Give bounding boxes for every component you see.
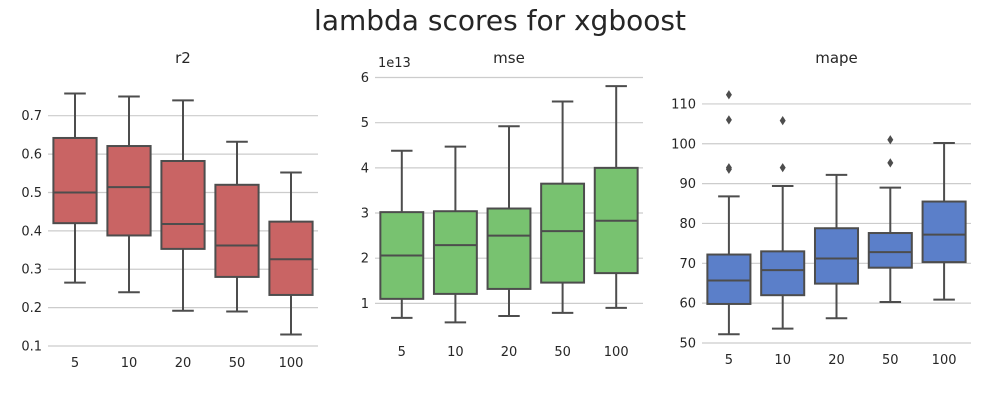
y-tick-label: 0.6: [21, 148, 42, 163]
y-tick-label: 0.1: [21, 340, 42, 355]
y-offset-label: 1e13: [378, 56, 411, 71]
box-5: [379, 149, 425, 319]
y-tick-label: 90: [679, 177, 696, 192]
iqr-box: [813, 227, 860, 285]
y-tick-label: 70: [679, 257, 696, 272]
iqr-box: [432, 210, 478, 295]
iqr-box: [106, 145, 152, 237]
panel-title: mse: [493, 49, 525, 67]
box-5: [52, 92, 98, 284]
y-tick-label: 80: [679, 217, 696, 232]
iqr-box: [486, 207, 532, 290]
x-tick-label: 10: [447, 345, 464, 360]
outlier-point: [725, 90, 732, 100]
x-tick-label: 50: [554, 345, 571, 360]
x-tick-label: 10: [121, 356, 138, 371]
iqr-box: [52, 136, 98, 225]
outlier-point: [779, 163, 786, 173]
panel-mse: mse 1e13 1 2 3 4 5 6 5 10 20 50 100: [361, 49, 643, 360]
x-tick-label: 50: [229, 356, 246, 371]
y-tick-label: 100: [671, 137, 696, 152]
outlier-point: [725, 163, 732, 173]
figure-title: lambda scores for xgboost: [314, 4, 686, 37]
panel-title: mape: [815, 49, 858, 67]
x-tick-label: 20: [501, 345, 518, 360]
y-tick-label: 4: [361, 161, 369, 176]
y-tick-label: 50: [679, 337, 696, 352]
y-tick-label: 0.3: [21, 263, 42, 278]
outlier-point: [779, 116, 786, 126]
x-tick-label: 100: [932, 353, 957, 368]
x-tick-label: 5: [398, 345, 406, 360]
x-tick-label: 20: [828, 353, 845, 368]
x-tick-label: 50: [882, 353, 899, 368]
iqr-box: [540, 182, 586, 284]
box-50: [540, 100, 586, 314]
outlier-point: [725, 115, 732, 125]
box-50: [867, 135, 913, 303]
panel-title: r2: [175, 49, 191, 67]
y-tick-label: 110: [671, 97, 696, 112]
y-tick-label: 0.7: [21, 109, 42, 124]
y-tick-label: 60: [679, 297, 696, 312]
box-50: [214, 140, 260, 313]
panel-mape: mape 50 60 70 80 90 100 110 5 10 20 50 100: [671, 49, 971, 368]
box-100: [921, 141, 967, 301]
outlier-point: [887, 135, 894, 145]
y-tick-label: 0.2: [21, 301, 42, 316]
y-tick-label: 2: [361, 252, 369, 267]
y-tick-label: 1: [361, 297, 369, 312]
box-20: [486, 125, 532, 318]
box-20: [813, 173, 860, 320]
panel-r2: r2 0.1 0.2 0.3 0.4 0.5 0.6 0.7 5 10 20 50 100: [21, 49, 318, 371]
x-tick-label: 5: [725, 353, 733, 368]
box-5: [706, 90, 752, 336]
box-10: [432, 145, 478, 324]
y-tick-label: 6: [361, 71, 369, 86]
y-tick-label: 5: [361, 116, 369, 131]
box-100: [268, 171, 314, 336]
iqr-box: [760, 250, 806, 297]
x-tick-label: 5: [71, 356, 79, 371]
box-100: [593, 85, 639, 309]
y-tick-label: 0.4: [21, 224, 42, 239]
box-10: [760, 116, 806, 330]
iqr-box: [706, 253, 752, 305]
y-tick-label: 3: [361, 207, 369, 222]
iqr-box: [867, 232, 913, 269]
box-20: [160, 99, 206, 312]
outlier-point: [887, 158, 894, 168]
iqr-box: [214, 183, 260, 278]
iqr-box: [160, 159, 206, 250]
x-tick-label: 100: [604, 345, 629, 360]
y-tick-label: 0.5: [21, 186, 42, 201]
box-10: [106, 95, 152, 294]
x-tick-label: 10: [774, 353, 791, 368]
iqr-box: [921, 200, 967, 264]
x-tick-label: 20: [175, 356, 192, 371]
x-tick-label: 100: [279, 356, 304, 371]
